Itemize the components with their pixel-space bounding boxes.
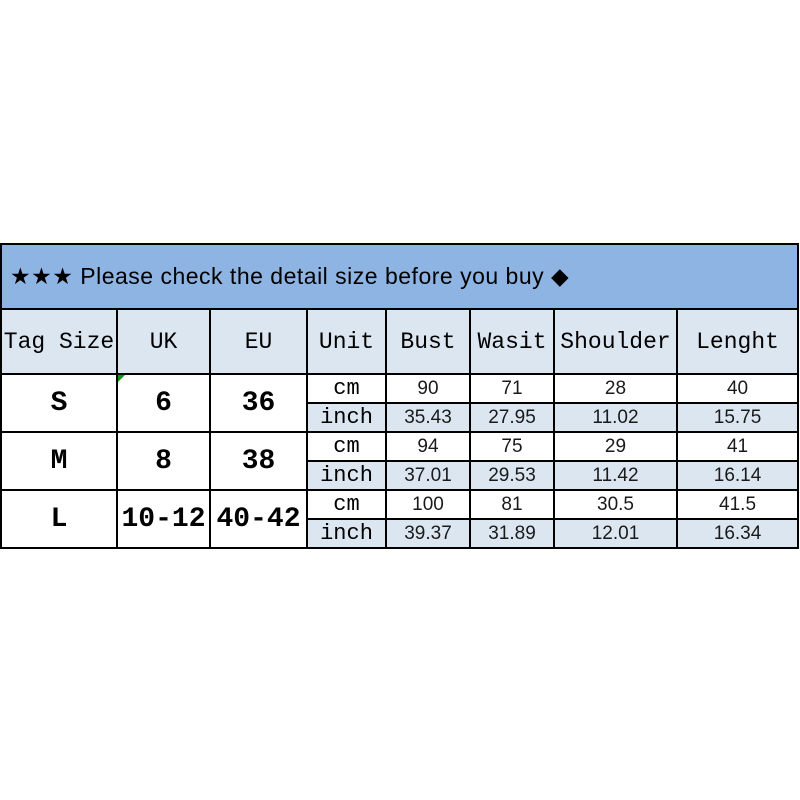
cell-l-bust-cm: 100 [385, 489, 471, 520]
row-l-cm: L 10-12 40-42 cm 100 81 30.5 41.5 [0, 489, 800, 549]
cell-s-wasit-cm: 71 [469, 373, 555, 404]
cell-s-bust-inch: 35.43 [385, 402, 471, 433]
cell-s-eu: 36 [209, 373, 308, 433]
column-header-tag-size: Tag Size [0, 308, 118, 375]
row-l-inch: inch 39.37 31.89 12.01 16.34 [1, 518, 800, 549]
banner-text: ★★★ Please check the detail size before … [0, 243, 800, 310]
cell-s-uk: 6 [116, 373, 211, 433]
cell-s-unit-inch: inch [306, 402, 387, 433]
cell-l-wasit-inch: 31.89 [469, 518, 555, 549]
column-header-eu: EU [209, 308, 308, 375]
row-m-cm: M 8 38 cm 94 75 29 41 [0, 431, 800, 491]
cell-l-uk: 10-12 [116, 489, 211, 549]
cell-m-wasit-cm: 75 [469, 431, 555, 462]
cell-m-shoulder-inch: 11.42 [553, 460, 678, 491]
cell-s-shoulder-inch: 11.02 [553, 402, 678, 433]
green-triangle-marker-icon [119, 376, 125, 382]
column-header-lenght: Lenght [675, 308, 800, 375]
cell-l-lenght-inch: 16.34 [675, 518, 800, 549]
cell-l-unit-inch: inch [306, 518, 387, 549]
size-chart-table: ★★★ Please check the detail size before … [0, 243, 800, 549]
column-header-bust: Bust [385, 308, 471, 375]
cell-m-eu: 38 [209, 431, 308, 491]
cell-m-lenght-inch: 16.14 [675, 460, 800, 491]
cell-l-bust-inch: 39.37 [385, 518, 471, 549]
cell-s-lenght-cm: 40 [675, 373, 800, 404]
cell-l-lenght-cm: 41.5 [675, 489, 800, 520]
cell-s-unit-cm: cm [306, 373, 387, 404]
cell-m-wasit-inch: 29.53 [469, 460, 555, 491]
cell-s-uk-value: 6 [155, 387, 172, 419]
cell-m-lenght-cm: 41 [675, 431, 800, 462]
cell-l-shoulder-inch: 12.01 [553, 518, 678, 549]
cell-l-unit-cm: cm [306, 489, 387, 520]
column-header-uk: UK [116, 308, 211, 375]
cell-l-shoulder-cm: 30.5 [553, 489, 678, 520]
cell-s-bust-cm: 90 [385, 373, 471, 404]
cell-s-wasit-inch: 27.95 [469, 402, 555, 433]
cell-m-unit-cm: cm [306, 431, 387, 462]
cell-m-bust-inch: 37.01 [385, 460, 471, 491]
row-s-inch: inch 35.43 27.95 11.02 15.75 [1, 402, 800, 433]
row-s-cm: S 6 36 cm 90 71 28 40 [0, 373, 800, 433]
column-header-shoulder: Shoulder [553, 308, 678, 375]
cell-l-wasit-cm: 81 [469, 489, 555, 520]
cell-s-tag-size: S [0, 373, 118, 433]
cell-m-uk: 8 [116, 431, 211, 491]
cell-m-tag-size: M [0, 431, 118, 491]
cell-m-unit-inch: inch [306, 460, 387, 491]
cell-m-shoulder-cm: 29 [553, 431, 678, 462]
cell-l-tag-size: L [0, 489, 118, 549]
cell-s-lenght-inch: 15.75 [675, 402, 800, 433]
column-header-row: Tag Size UK EU Unit Bust Wasit Shoulder … [0, 308, 800, 375]
column-header-unit: Unit [306, 308, 387, 375]
cell-m-bust-cm: 94 [385, 431, 471, 462]
row-m-inch: inch 37.01 29.53 11.42 16.14 [1, 460, 800, 491]
column-header-wasit: Wasit [469, 308, 555, 375]
cell-s-shoulder-cm: 28 [553, 373, 678, 404]
cell-l-eu: 40-42 [209, 489, 308, 549]
banner-row: ★★★ Please check the detail size before … [0, 243, 800, 310]
